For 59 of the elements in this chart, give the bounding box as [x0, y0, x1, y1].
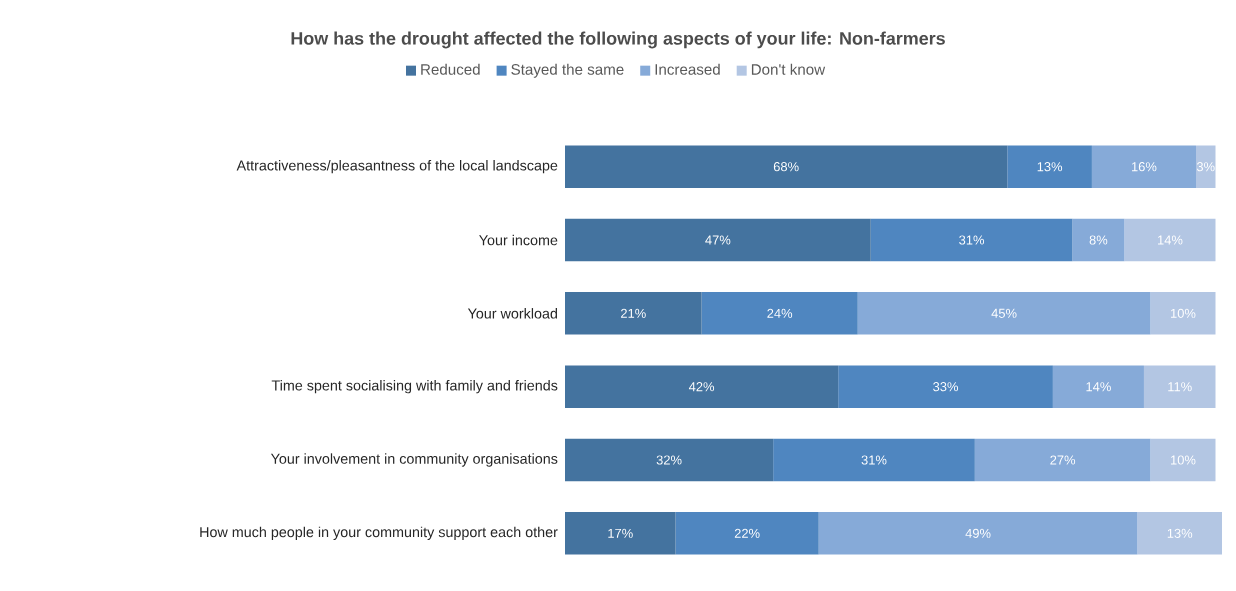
- bar: [565, 145, 1008, 188]
- data-label: 45%: [991, 308, 1017, 318]
- y-tick-label: Attractiveness/pleasantness of the local landscape: [236, 159, 558, 174]
- legend-label: Reduced: [421, 63, 480, 75]
- data-label: 13%: [1167, 528, 1193, 538]
- bar: [1124, 218, 1216, 262]
- data-label: 31%: [959, 235, 985, 245]
- bar: [1137, 512, 1223, 555]
- data-label: 68%: [773, 162, 799, 172]
- bar: [1091, 145, 1196, 188]
- data-label: 49%: [965, 528, 991, 538]
- bar: [974, 438, 1151, 482]
- data-label: 22%: [734, 528, 760, 538]
- legend-label: Increased: [655, 63, 720, 75]
- bar: [565, 292, 702, 335]
- bar: [838, 365, 1053, 408]
- bar: [1072, 218, 1125, 262]
- bar: [818, 512, 1138, 555]
- legend-label: Don't know: [751, 63, 826, 75]
- y-tick-label: Time spent socialising with family and friends: [271, 379, 558, 394]
- bar: [565, 365, 839, 408]
- data-label: 42%: [688, 382, 715, 392]
- bar: [1052, 365, 1144, 408]
- legend-label: Stayed the same: [511, 63, 624, 78]
- bar: [857, 292, 1151, 335]
- chart-title: How has the drought affected the following aspects of your life: Non-farmers: [291, 31, 945, 49]
- data-label: 21%: [621, 308, 646, 318]
- data-label: 16%: [1131, 162, 1157, 172]
- data-label: 10%: [1171, 455, 1196, 465]
- data-label: 27%: [1050, 455, 1076, 465]
- bar: [870, 218, 1073, 262]
- data-label: 14%: [1158, 235, 1183, 245]
- y-tick-label: Your income: [479, 234, 558, 246]
- data-label: 3%: [1196, 162, 1215, 172]
- bar: [1150, 292, 1216, 335]
- bar: [565, 438, 774, 482]
- bar: [773, 438, 975, 482]
- bar: [1007, 145, 1092, 188]
- data-label: 33%: [933, 382, 959, 392]
- bar: [1143, 365, 1216, 408]
- data-label: 11%: [1168, 382, 1192, 392]
- data-label: 17%: [608, 528, 633, 538]
- y-tick-label: Your involvement in community organisations: [270, 453, 558, 467]
- bar: [565, 218, 871, 262]
- data-label: 24%: [767, 308, 793, 318]
- data-label: 31%: [861, 455, 887, 465]
- data-label: 47%: [705, 235, 731, 245]
- bar: [565, 512, 676, 555]
- data-label: 14%: [1086, 382, 1111, 392]
- bar: [1195, 145, 1216, 188]
- bar: [701, 292, 858, 335]
- bar: [675, 512, 819, 555]
- data-label: 10%: [1171, 308, 1196, 318]
- data-label: 8%: [1089, 235, 1108, 245]
- bar: [1150, 438, 1216, 482]
- y-tick-label: Your workload: [467, 308, 558, 319]
- data-label: 32%: [656, 455, 682, 465]
- data-label: 13%: [1037, 162, 1063, 172]
- y-tick-label: How much people in your community support each other: [200, 526, 558, 541]
